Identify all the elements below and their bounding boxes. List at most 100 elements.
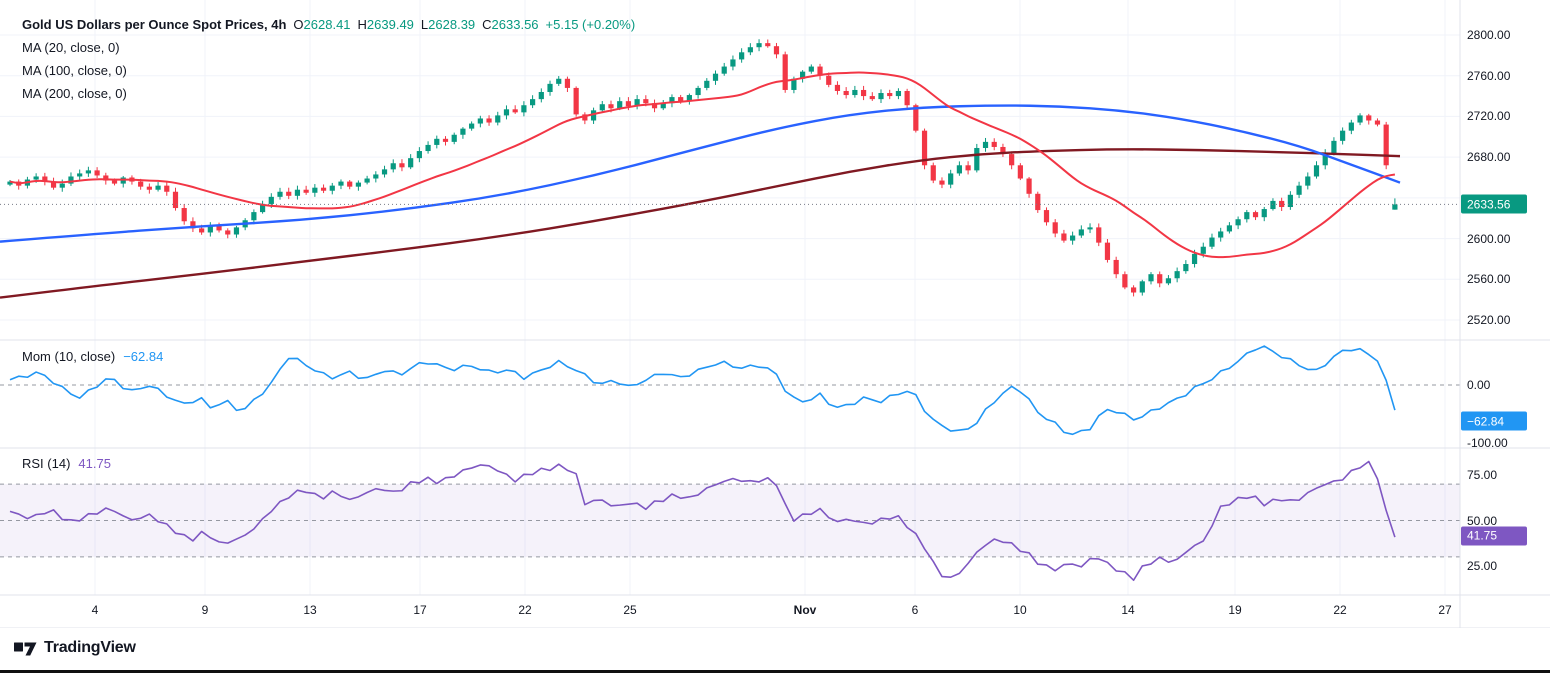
candle bbox=[634, 99, 640, 107]
candle bbox=[747, 47, 753, 53]
rsi-series bbox=[9, 460, 1396, 582]
candle bbox=[259, 203, 266, 213]
ma200-legend[interactable]: MA (200, close, 0) bbox=[22, 86, 127, 101]
candle bbox=[286, 191, 292, 196]
candle bbox=[425, 144, 431, 152]
candle bbox=[1252, 212, 1259, 218]
price-tick-label: 2720.00 bbox=[1467, 109, 1511, 124]
candle bbox=[590, 110, 597, 121]
candle bbox=[94, 170, 100, 176]
momentum-pane[interactable] bbox=[0, 340, 1460, 448]
close-value: C2633.56 bbox=[482, 17, 539, 32]
ma100-line bbox=[0, 104, 1401, 243]
tradingview-logo-icon[interactable] bbox=[14, 640, 37, 657]
candle bbox=[312, 187, 318, 193]
candle bbox=[1218, 231, 1224, 238]
candle bbox=[1043, 210, 1050, 223]
candle bbox=[582, 114, 588, 121]
candle bbox=[50, 181, 57, 188]
candle bbox=[538, 92, 544, 100]
candle bbox=[7, 181, 13, 185]
time-tick-6: 6 bbox=[911, 603, 919, 617]
time-tick-Nov: Nov bbox=[793, 603, 817, 617]
time-tick-9: 9 bbox=[201, 603, 209, 617]
symbol-legend-row[interactable]: Gold US Dollars per Ounce Spot Prices, 4… bbox=[22, 13, 635, 36]
candle bbox=[730, 59, 736, 67]
candle bbox=[878, 93, 884, 100]
candle bbox=[85, 170, 91, 174]
candle bbox=[530, 99, 536, 106]
candle bbox=[451, 134, 457, 142]
candle bbox=[155, 185, 161, 190]
candle bbox=[1009, 154, 1015, 166]
candle bbox=[277, 191, 283, 197]
candle bbox=[921, 130, 928, 166]
candle bbox=[651, 103, 658, 109]
candle bbox=[704, 80, 710, 88]
candle bbox=[1235, 219, 1241, 226]
indicator-levels bbox=[0, 384, 1460, 558]
candle bbox=[355, 182, 361, 187]
chart-canvas[interactable] bbox=[0, 0, 1550, 628]
mom-value: −62.84 bbox=[123, 349, 164, 364]
candle bbox=[225, 230, 231, 235]
candle bbox=[1096, 227, 1102, 243]
time-tick-22: 22 bbox=[1333, 603, 1347, 617]
candle bbox=[834, 84, 841, 91]
candle bbox=[808, 66, 814, 72]
mom-tick-label: 0.00 bbox=[1467, 378, 1491, 392]
mom-label[interactable]: Mom (10, close) bbox=[22, 349, 116, 364]
candle bbox=[103, 175, 109, 181]
candles[interactable] bbox=[7, 39, 1398, 297]
candle bbox=[773, 46, 780, 55]
moving-averages bbox=[0, 71, 1401, 299]
candle bbox=[643, 99, 649, 104]
main-pane-legend: Gold US Dollars per Ounce Spot Prices, 4… bbox=[22, 13, 635, 105]
candle bbox=[904, 90, 910, 106]
candle bbox=[1061, 233, 1067, 241]
candle bbox=[251, 212, 257, 221]
candle bbox=[111, 180, 118, 184]
candle bbox=[1026, 178, 1032, 194]
candle bbox=[712, 73, 719, 81]
candle bbox=[1070, 235, 1076, 241]
candle bbox=[294, 189, 301, 196]
candle bbox=[991, 141, 997, 147]
candle bbox=[1130, 287, 1137, 293]
candle bbox=[329, 185, 335, 191]
candle bbox=[233, 227, 240, 235]
candle bbox=[939, 180, 945, 185]
mom-tick-label: -100.00 bbox=[1467, 436, 1508, 450]
candle bbox=[956, 165, 962, 174]
ma20-line bbox=[9, 71, 1396, 259]
momentum-line bbox=[9, 345, 1396, 436]
candle bbox=[599, 104, 605, 111]
candle bbox=[1104, 242, 1111, 260]
candle bbox=[817, 66, 823, 76]
momentum-legend: Mom (10, close) −62.84 bbox=[22, 345, 163, 368]
rsi-pane[interactable] bbox=[0, 448, 1460, 595]
tradingview-wordmark[interactable]: TradingView bbox=[44, 639, 136, 656]
ma20-legend[interactable]: MA (20, close, 0) bbox=[22, 40, 120, 55]
time-tick-25: 25 bbox=[623, 603, 637, 617]
low-value: L2628.39 bbox=[420, 17, 476, 32]
momentum-series bbox=[9, 345, 1396, 436]
rsi-label[interactable]: RSI (14) bbox=[22, 456, 71, 471]
candle bbox=[495, 115, 501, 123]
candle bbox=[77, 173, 83, 177]
price-tick-label: 2760.00 bbox=[1467, 68, 1511, 83]
rsi-tick-label: 50.00 bbox=[1467, 513, 1498, 528]
candle bbox=[303, 189, 309, 193]
symbol-title[interactable]: Gold US Dollars per Ounce Spot Prices, 4… bbox=[22, 17, 287, 32]
candle bbox=[1183, 264, 1189, 272]
candle bbox=[1392, 204, 1398, 210]
candle bbox=[1331, 140, 1337, 154]
ma100-legend[interactable]: MA (100, close, 0) bbox=[22, 63, 127, 78]
candle bbox=[1374, 120, 1381, 125]
candle bbox=[982, 141, 989, 148]
candle bbox=[338, 181, 344, 186]
candle bbox=[364, 178, 370, 183]
candle bbox=[521, 105, 527, 113]
candle bbox=[895, 90, 902, 97]
candle bbox=[512, 109, 518, 113]
